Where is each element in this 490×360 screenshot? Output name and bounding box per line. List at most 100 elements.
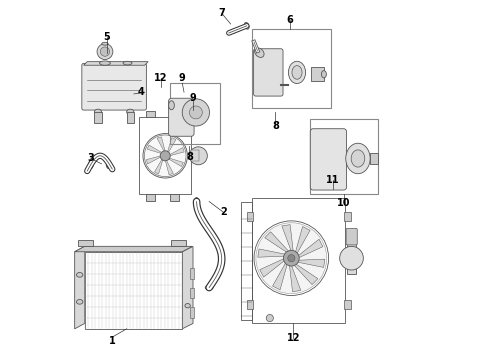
Circle shape [340, 246, 364, 270]
FancyBboxPatch shape [82, 63, 147, 110]
Text: 9: 9 [190, 93, 196, 103]
Ellipse shape [346, 143, 370, 174]
Circle shape [266, 315, 273, 321]
Polygon shape [289, 264, 301, 292]
Bar [139, 117, 191, 194]
FancyBboxPatch shape [346, 228, 357, 245]
Ellipse shape [289, 61, 306, 84]
Bar [252, 30, 331, 108]
Text: 8: 8 [186, 152, 193, 162]
Circle shape [143, 134, 188, 178]
Polygon shape [282, 225, 294, 252]
Polygon shape [294, 264, 318, 285]
Polygon shape [146, 156, 161, 164]
Polygon shape [182, 246, 193, 329]
Bar [170, 111, 179, 117]
Polygon shape [165, 160, 173, 175]
Ellipse shape [321, 71, 326, 78]
Bar [190, 307, 195, 318]
Ellipse shape [185, 303, 190, 308]
Circle shape [100, 47, 110, 56]
Text: 9: 9 [179, 73, 186, 83]
Circle shape [190, 147, 207, 165]
Text: 1: 1 [109, 336, 116, 346]
Circle shape [182, 99, 210, 126]
Bar [172, 240, 186, 246]
Text: 5: 5 [103, 32, 110, 41]
Polygon shape [154, 159, 163, 174]
Bar [191, 150, 199, 161]
Bar [347, 242, 356, 274]
Polygon shape [272, 262, 288, 290]
Bar [242, 202, 252, 320]
Ellipse shape [95, 109, 101, 114]
Text: 8: 8 [272, 121, 279, 131]
Bar [170, 194, 179, 201]
Circle shape [283, 250, 299, 266]
Bar [370, 153, 378, 164]
Text: 12: 12 [287, 333, 300, 343]
Ellipse shape [123, 61, 132, 65]
Bar [247, 300, 253, 309]
Bar [147, 111, 155, 117]
Text: 6: 6 [287, 15, 293, 26]
FancyBboxPatch shape [254, 49, 283, 96]
Polygon shape [295, 226, 310, 255]
Circle shape [256, 223, 327, 294]
Polygon shape [147, 145, 162, 154]
Bar [190, 288, 195, 298]
Ellipse shape [76, 300, 83, 304]
Ellipse shape [126, 109, 134, 114]
Polygon shape [157, 137, 165, 152]
Bar [252, 198, 345, 323]
Ellipse shape [76, 273, 83, 277]
Bar [126, 112, 134, 123]
Polygon shape [258, 249, 286, 257]
Ellipse shape [351, 150, 365, 167]
Text: 3: 3 [87, 153, 94, 163]
Ellipse shape [205, 285, 213, 290]
Text: 12: 12 [154, 73, 168, 83]
Bar [190, 268, 195, 279]
Polygon shape [296, 259, 325, 267]
Bar [95, 112, 101, 123]
Polygon shape [260, 258, 285, 277]
Ellipse shape [89, 161, 93, 168]
Text: 10: 10 [337, 198, 350, 208]
Bar [85, 252, 182, 329]
Bar [344, 300, 351, 309]
Circle shape [190, 106, 202, 119]
Bar [170, 83, 220, 144]
Circle shape [288, 255, 295, 262]
Polygon shape [74, 246, 192, 252]
Text: 7: 7 [219, 8, 225, 18]
Ellipse shape [102, 42, 108, 45]
Ellipse shape [245, 22, 249, 29]
Bar [344, 212, 351, 221]
Circle shape [145, 135, 186, 177]
FancyBboxPatch shape [169, 98, 194, 136]
Circle shape [160, 151, 170, 161]
Polygon shape [168, 158, 183, 166]
Ellipse shape [169, 101, 174, 110]
Bar [247, 212, 253, 221]
Polygon shape [170, 148, 184, 156]
Ellipse shape [255, 48, 264, 57]
Text: 11: 11 [326, 175, 340, 185]
Polygon shape [74, 246, 85, 329]
Bar [310, 119, 378, 194]
Text: 2: 2 [220, 207, 227, 217]
Bar [78, 240, 93, 246]
Circle shape [97, 44, 113, 59]
Ellipse shape [106, 161, 111, 168]
Polygon shape [168, 138, 176, 153]
Ellipse shape [292, 66, 302, 79]
Text: 4: 4 [138, 87, 145, 97]
Bar [311, 67, 324, 81]
Polygon shape [265, 232, 289, 253]
Polygon shape [84, 62, 148, 65]
Polygon shape [297, 239, 323, 258]
Ellipse shape [99, 61, 110, 65]
Bar [147, 194, 155, 201]
Ellipse shape [195, 198, 199, 206]
